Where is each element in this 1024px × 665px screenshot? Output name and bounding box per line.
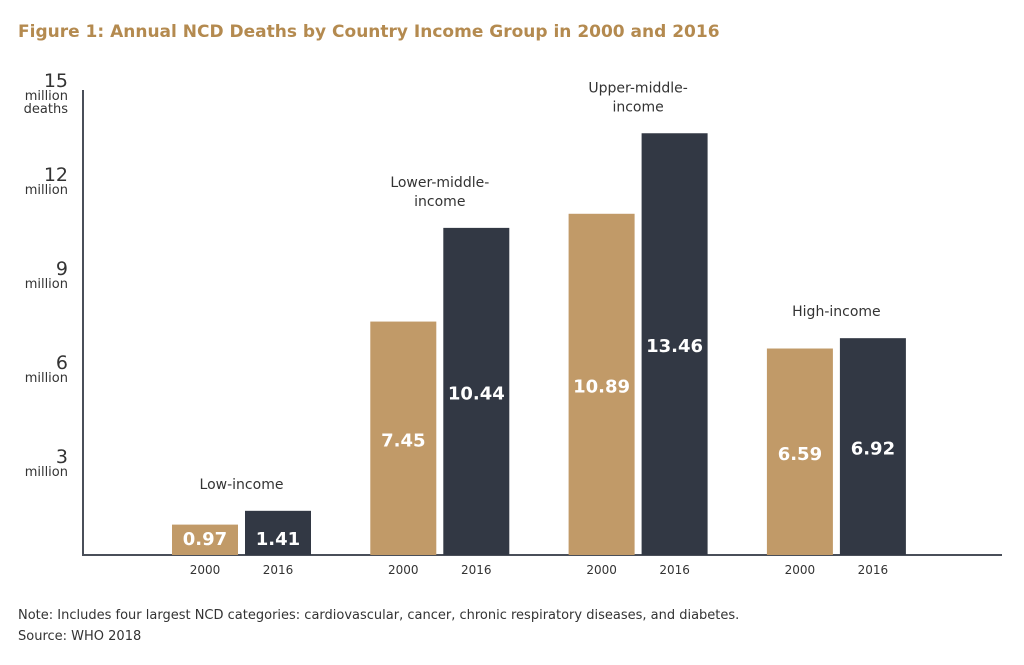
x-tick-label: 2000 [586, 563, 617, 577]
x-tick-label: 2000 [388, 563, 419, 577]
data-label: 10.89 [573, 376, 630, 397]
x-tick-label: 2000 [785, 563, 816, 577]
category-label: income [414, 194, 465, 210]
x-tick-label: 2016 [263, 563, 294, 577]
bar-2016 [245, 510, 311, 555]
bar-2016 [641, 133, 708, 555]
data-label: 10.44 [448, 383, 505, 404]
chart-source: Source: WHO 2018 [18, 629, 142, 644]
bar-2000 [766, 348, 833, 555]
x-tick-label: 2016 [659, 563, 690, 577]
bar-2000 [370, 321, 437, 555]
chart-note: Note: Includes four largest NCD categori… [18, 608, 740, 623]
x-tick-label: 2000 [190, 563, 221, 577]
bar-2016 [443, 227, 510, 555]
data-label: 7.45 [381, 430, 425, 451]
category-label: Upper-middle- [588, 80, 687, 96]
x-tick-label: 2016 [858, 563, 889, 577]
bar-2000 [172, 524, 238, 555]
category-label: Lower-middle- [390, 175, 489, 191]
y-tick-label: million [25, 89, 68, 104]
y-tick-label: 9 [56, 258, 68, 280]
category-label: Low-income [200, 477, 284, 493]
y-tick-label: million [25, 183, 68, 198]
data-label: 0.97 [183, 529, 227, 550]
y-tick-label: million [25, 465, 68, 480]
chart-title: Figure 1: Annual NCD Deaths by Country I… [18, 22, 720, 42]
category-label: income [612, 99, 663, 115]
data-label: 13.46 [646, 336, 703, 357]
y-tick-label: 6 [56, 352, 68, 374]
x-tick-label: 2016 [461, 563, 492, 577]
y-tick-label: 15 [44, 70, 68, 92]
y-tick-label: million [25, 277, 68, 292]
data-label: 6.92 [851, 439, 895, 460]
bar-2016 [839, 338, 906, 555]
y-tick-label: deaths [24, 102, 69, 117]
data-label: 6.59 [778, 444, 822, 465]
data-label: 1.41 [256, 529, 300, 550]
bar-chart: 3million6million9million12million15milli… [24, 70, 1002, 577]
y-tick-label: 12 [44, 164, 68, 186]
y-tick-label: 3 [56, 446, 68, 468]
y-tick-label: million [25, 371, 68, 386]
category-label: High-income [792, 304, 881, 320]
bar-2000 [568, 213, 635, 555]
